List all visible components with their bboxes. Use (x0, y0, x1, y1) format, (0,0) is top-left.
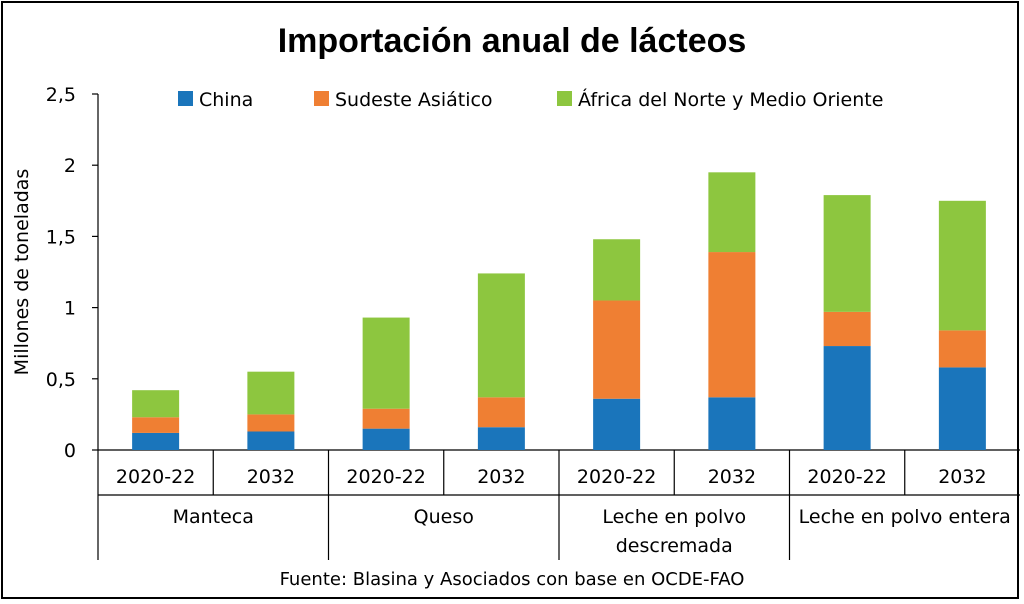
bar-segment-china (362, 428, 410, 450)
group-label: Leche en polvo (602, 506, 746, 528)
bar-segment-china (938, 367, 986, 450)
chart-title: Importación anual de lácteos (277, 22, 747, 60)
y-tick-label: 0,5 (46, 369, 76, 391)
bar-segment-africa (593, 239, 641, 301)
x-tick-label: 2032 (477, 466, 525, 488)
y-tick-label: 1 (64, 298, 76, 320)
x-tick-label: 2032 (708, 466, 756, 488)
legend-swatch (557, 91, 572, 106)
x-tick-label: 2020-22 (577, 466, 656, 488)
bar-segment-sudeste (132, 417, 180, 433)
bar-segment-china (708, 397, 756, 450)
bar-segment-sudeste (593, 300, 641, 399)
chart-source: Fuente: Blasina y Asociados con base en … (279, 569, 745, 590)
legend-label: África del Norte y Medio Oriente (578, 88, 883, 111)
group-label: Manteca (173, 506, 254, 528)
bar-segment-africa (362, 317, 410, 409)
bar-segment-china (477, 427, 525, 450)
bar-segment-africa (247, 371, 295, 415)
bar-segment-sudeste (708, 252, 756, 398)
bar-segment-china (132, 432, 180, 450)
group-label: Queso (414, 506, 474, 528)
bar-segment-china (593, 398, 641, 450)
bar-segment-africa (823, 195, 871, 312)
x-tick-label: 2020-22 (116, 466, 195, 488)
bar-segment-africa (477, 273, 525, 398)
bar-segment-sudeste (477, 397, 525, 428)
group-label: descremada (616, 535, 733, 557)
x-tick-label: 2020-22 (346, 466, 425, 488)
y-tick-label: 1,5 (46, 226, 76, 248)
legend-label: China (199, 89, 253, 111)
x-tick-label: 2032 (247, 466, 295, 488)
legend-swatch (178, 91, 193, 106)
bar-segment-sudeste (938, 330, 986, 368)
bar-segment-sudeste (247, 414, 295, 432)
bar-segment-china (823, 346, 871, 450)
group-label: Leche en polvo entera (799, 506, 1011, 528)
y-axis-title: Millones de toneladas (11, 169, 33, 376)
bar-segment-sudeste (823, 311, 871, 347)
y-tick-label: 0 (64, 440, 76, 462)
bar-segment-africa (708, 172, 756, 253)
legend-label: Sudeste Asiático (335, 89, 493, 111)
bar-segment-africa (132, 390, 180, 418)
x-tick-label: 2020-22 (807, 466, 886, 488)
bar-segment-china (247, 431, 295, 450)
bar-segment-sudeste (362, 408, 410, 429)
y-tick-label: 2,5 (46, 84, 76, 106)
y-tick-label: 2 (64, 155, 76, 177)
legend-swatch (314, 91, 329, 106)
x-tick-label: 2032 (938, 466, 986, 488)
bar-segment-africa (938, 200, 986, 331)
